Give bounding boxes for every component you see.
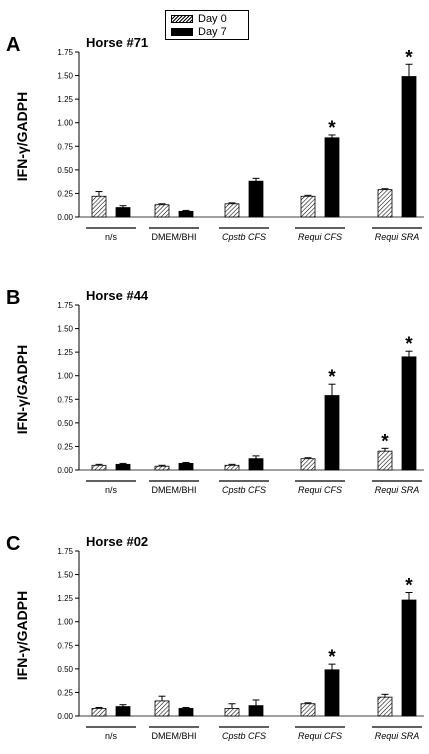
bar-day7 — [324, 137, 340, 218]
y-tick-label: 1.50 — [57, 571, 73, 580]
bar-day7 — [115, 207, 131, 218]
y-tick-label: 1.75 — [57, 547, 73, 556]
category-label: n/s — [105, 232, 118, 242]
bar-day7 — [248, 180, 264, 218]
category-label: Requi CFS — [298, 731, 342, 741]
bar-day0 — [224, 203, 240, 218]
y-tick-label: 0.50 — [57, 166, 73, 175]
legend-swatch-hatched — [171, 15, 193, 24]
panel-title: Horse #71 — [86, 35, 148, 50]
category-label: Cpstb CFS — [222, 485, 266, 495]
legend-swatch-solid — [171, 28, 193, 37]
y-tick-label: 1.00 — [57, 372, 73, 381]
category-label: Requi CFS — [298, 485, 342, 495]
y-tick-label: 0.75 — [57, 395, 73, 404]
panel-title: Horse #44 — [86, 288, 149, 303]
y-tick-label: 1.25 — [57, 348, 73, 357]
bar-day7 — [178, 210, 194, 218]
legend-item-day7: Day 7 — [171, 26, 227, 38]
bar-day7 — [401, 599, 417, 717]
bar-day7 — [115, 706, 131, 717]
bar-day0 — [377, 450, 393, 471]
category-label: DMEM/BHI — [152, 731, 197, 741]
bar-day0 — [300, 458, 316, 471]
y-tick-label: 0.25 — [57, 189, 73, 198]
significance-star: * — [405, 47, 413, 68]
bar-day0 — [377, 189, 393, 218]
bar-day0 — [91, 708, 107, 717]
y-tick-label: 1.00 — [57, 618, 73, 627]
bar-day7 — [178, 708, 194, 717]
bar-day0 — [91, 464, 107, 471]
bar-day7 — [401, 356, 417, 471]
y-tick-label: 0.00 — [57, 712, 73, 721]
bar-day0 — [224, 708, 240, 717]
category-label: Requi SRA — [375, 232, 420, 242]
y-tick-label: 0.50 — [57, 665, 73, 674]
bar-day0 — [154, 700, 170, 717]
y-tick-label: 1.75 — [57, 48, 73, 57]
bar-day0 — [377, 696, 393, 717]
category-label: Requi SRA — [375, 485, 420, 495]
significance-star: * — [381, 431, 389, 452]
y-tick-label: 1.25 — [57, 594, 73, 603]
significance-star: * — [405, 334, 413, 355]
y-tick-label: 0.00 — [57, 213, 73, 222]
bar-day0 — [91, 195, 107, 218]
panel-title: Horse #02 — [86, 534, 148, 549]
y-tick-label: 0.75 — [57, 142, 73, 151]
panel-letter: C — [6, 533, 20, 555]
legend-label-day0: Day 0 — [198, 13, 227, 25]
category-label: n/s — [105, 485, 118, 495]
bar-day0 — [154, 204, 170, 218]
significance-star: * — [328, 367, 336, 388]
bar-day7 — [324, 669, 340, 717]
legend-item-day0: Day 0 — [171, 13, 227, 25]
y-tick-label: 0.25 — [57, 442, 73, 451]
category-label: DMEM/BHI — [152, 232, 197, 242]
bar-day0 — [300, 703, 316, 717]
category-label: Requi CFS — [298, 232, 342, 242]
bar-day7 — [248, 705, 264, 717]
y-tick-label: 1.25 — [57, 95, 73, 104]
y-tick-label: 0.75 — [57, 641, 73, 650]
bar-day7 — [248, 458, 264, 471]
y-tick-label: 0.25 — [57, 688, 73, 697]
bar-day0 — [154, 465, 170, 471]
bar-day7 — [324, 395, 340, 471]
y-axis-label: IFN-γ/GADPH — [14, 92, 30, 181]
bar-day7 — [401, 76, 417, 218]
category-label: Cpstb CFS — [222, 731, 266, 741]
bar-day0 — [300, 195, 316, 218]
significance-star: * — [405, 575, 413, 596]
y-axis-label: IFN-γ/GADPH — [14, 591, 30, 680]
bar-day0 — [224, 464, 240, 471]
category-label: Cpstb CFS — [222, 232, 266, 242]
y-tick-label: 1.75 — [57, 301, 73, 310]
y-tick-label: 0.00 — [57, 466, 73, 475]
y-axis-label: IFN-γ/GADPH — [14, 345, 30, 434]
bar-day7 — [178, 462, 194, 471]
legend: Day 0 Day 7 — [165, 10, 249, 40]
y-tick-label: 0.50 — [57, 419, 73, 428]
y-tick-label: 1.50 — [57, 72, 73, 81]
panel-letter: A — [6, 34, 20, 56]
category-label: n/s — [105, 731, 118, 741]
panel-letter: B — [6, 287, 20, 309]
significance-star: * — [328, 118, 336, 139]
category-label: DMEM/BHI — [152, 485, 197, 495]
y-tick-label: 1.00 — [57, 119, 73, 128]
category-label: Requi SRA — [375, 731, 420, 741]
significance-star: * — [328, 647, 336, 668]
y-tick-label: 1.50 — [57, 325, 73, 334]
bar-day7 — [115, 463, 131, 471]
legend-label-day7: Day 7 — [198, 26, 227, 38]
